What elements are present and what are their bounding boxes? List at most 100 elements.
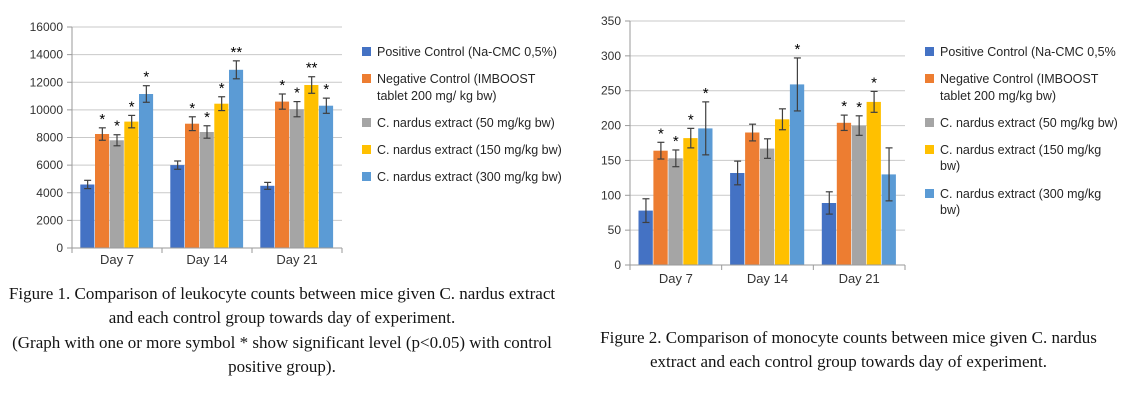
legend-label: C. nardus extract (300 mg/kg bw) (940, 186, 1102, 217)
legend-item: C. nardus extract (300 mg/kg bw) (362, 169, 562, 185)
legend-item: Positive Control (Na-CMC 0,5% (925, 44, 1122, 60)
x-category-label: Day 7 (659, 271, 693, 286)
significance-label: * (871, 74, 877, 91)
significance-label: * (143, 69, 149, 86)
y-tick-label: 14000 (30, 48, 64, 62)
bar (653, 150, 668, 265)
legend-item: C. nardus extract (50 mg/kg bw) (925, 115, 1122, 131)
figure-2: 0 50 100 150 200 250 300 350 * * * * * * * * Day 7 Day 14… (575, 0, 1122, 403)
significance-label: ** (230, 44, 242, 61)
y-tick-label: 8000 (36, 131, 63, 145)
legend-item: C. nardus extract (150 mg/kg bw) (925, 142, 1122, 175)
legend-label: Positive Control (Na-CMC 0,5% (940, 45, 1116, 59)
bar (109, 140, 124, 248)
bar (866, 101, 881, 266)
y-tick-label: 6000 (36, 158, 63, 172)
significance-label: * (219, 80, 225, 97)
figure-2-caption: Figure 2. Comparison of monocyte counts … (600, 328, 1097, 372)
y-tick-label: 300 (601, 49, 621, 63)
legend-label: Negative Control (IMBOOST tablet 200 mg/… (940, 72, 1099, 103)
y-tick-label: 10000 (30, 103, 64, 117)
legend-swatch (362, 145, 371, 154)
bar (881, 174, 896, 265)
legend-swatch (362, 117, 371, 127)
legend-item: Negative Control (IMBOOST tablet 200 mg/… (925, 71, 1122, 104)
significance-label: * (703, 85, 709, 102)
legend-swatch (362, 172, 371, 182)
bar (730, 173, 745, 265)
y-tick-label: 2000 (36, 213, 63, 227)
legend-label: C. nardus extract (150 mg/kg bw) (940, 143, 1102, 174)
legend-figure-2: Positive Control (Na-CMC 0,5% Negative Co… (925, 44, 1122, 218)
y-tick-label: 50 (608, 223, 622, 237)
legend-swatch (362, 74, 371, 84)
bar (95, 134, 110, 248)
significance-label: * (294, 85, 300, 102)
significance-label: * (794, 41, 800, 58)
bar (319, 105, 334, 248)
figure-1: 0 2000 4000 6000 8000 10000 12000 14000 16000 * * *… (8, 20, 562, 380)
legend-swatch (925, 74, 934, 84)
y-tick-label: 350 (601, 14, 621, 28)
leukocyte-bar-chart: 0200040006000800010000120001400016000***… (30, 20, 343, 267)
y-tick-label: 250 (601, 84, 621, 98)
bar (170, 165, 185, 248)
figure-1-caption-block: Figure 1. Comparison of leukocyte counts… (8, 282, 556, 380)
y-tick-label: 4000 (36, 186, 63, 200)
figure-1-significance-note: (Graph with one or more symbol * show si… (12, 332, 552, 377)
x-category-label: Day 21 (839, 271, 880, 286)
bar (638, 210, 653, 265)
significance-label: * (673, 133, 679, 150)
bar (214, 103, 229, 248)
figure-1-caption: Figure 1. Comparison of leukocyte counts… (8, 284, 556, 328)
bar (821, 203, 837, 265)
legend-swatch (925, 188, 934, 198)
bar (139, 94, 154, 248)
legend-swatch (925, 117, 934, 127)
significance-label: * (129, 98, 135, 115)
significance-label: ** (306, 60, 318, 77)
significance-label: * (204, 109, 210, 126)
bar (124, 121, 139, 248)
legend-label: C. nardus extract (50 mg/kg bw) (940, 115, 1118, 130)
y-tick-label: 200 (601, 119, 621, 133)
monocyte-bar-chart: 0 50 100 150 200 250 300 350 * * * * * * * * Day 7 Day 14… (601, 14, 906, 286)
bar (229, 69, 244, 248)
significance-label: * (841, 98, 847, 115)
y-tick-label: 12000 (30, 75, 64, 89)
y-tick-label: 150 (601, 153, 621, 167)
bar (80, 184, 95, 248)
legend-swatch (925, 47, 934, 56)
bar (199, 132, 214, 248)
figure-2-caption-block: Figure 2. Comparison of monocyte counts … (575, 326, 1122, 375)
significance-label: * (323, 81, 329, 98)
legend-item: Negative Control (IMBOOST tablet 200 mg/… (362, 71, 562, 104)
legend-label: Negative Control (IMBOOST tablet 200 mg/… (377, 72, 536, 103)
x-category-label: Day 14 (747, 271, 788, 286)
bar (185, 123, 200, 248)
y-tick-label: 0 (56, 241, 63, 255)
legend-item: C. nardus extract (300 mg/kg bw) (925, 186, 1122, 219)
legend-label: C. nardus extract (50 mg/kg bw) (377, 115, 555, 130)
bar (275, 101, 290, 248)
legend-swatch (362, 47, 371, 56)
legend-item: Positive Control (Na-CMC 0,5%) (362, 44, 562, 60)
bar (851, 125, 866, 265)
bar (304, 85, 319, 248)
legend-label: C. nardus extract (300 mg/kg bw) (377, 170, 562, 185)
bar (745, 132, 760, 265)
significance-label: * (189, 100, 195, 117)
bar (260, 185, 275, 248)
x-category-label: Day 21 (276, 252, 317, 267)
legend-label: C. nardus extract (150 mg/kg bw) (377, 143, 562, 157)
legend-figure-1: Positive Control (Na-CMC 0,5%) Negative C… (362, 44, 562, 186)
significance-label: * (688, 111, 694, 128)
bar (698, 128, 713, 265)
bar (668, 158, 683, 265)
legend-item: C. nardus extract (150 mg/kg bw) (362, 142, 562, 158)
x-category-label: Day 7 (100, 252, 134, 267)
bar (836, 122, 852, 265)
x-category-label: Day 14 (186, 252, 227, 267)
significance-label: * (114, 118, 120, 135)
